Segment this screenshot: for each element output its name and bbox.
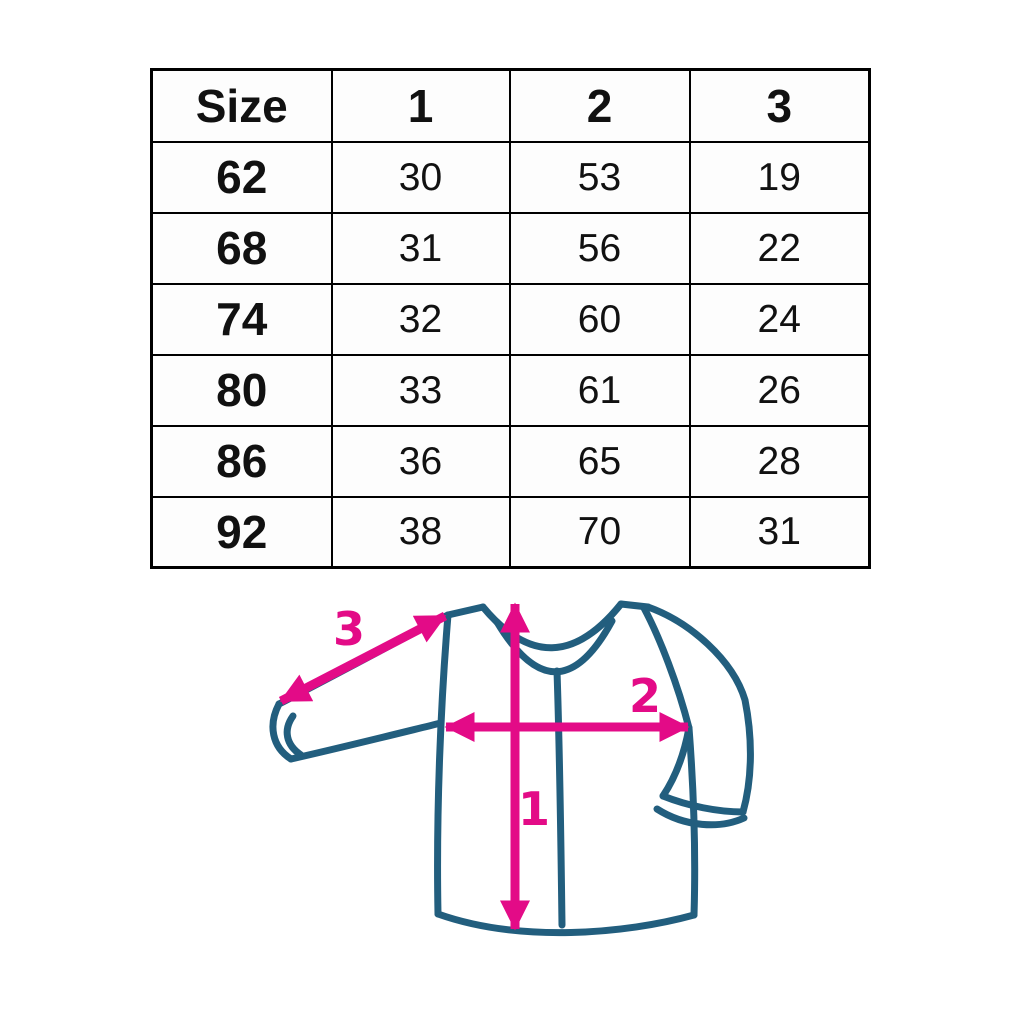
right-cuff-end-edge	[653, 805, 748, 829]
shirt-hem	[434, 910, 698, 937]
value-cell: 60	[508, 282, 691, 356]
sleeve-length-arrow-3	[278, 612, 448, 705]
size-cell: 86	[150, 424, 333, 498]
header-cell-3: 3	[688, 68, 871, 143]
value-cell: 31	[330, 211, 511, 285]
table-row: 80 33 61 26	[150, 353, 871, 427]
length-label: 1	[518, 782, 550, 836]
right-sleeve-outer-edge	[644, 603, 754, 816]
table-row: 92 38 70 31	[150, 495, 871, 569]
right-cuff-band-line	[659, 792, 747, 816]
table-row: 68 31 56 22	[150, 211, 871, 285]
value-cell: 26	[688, 353, 871, 427]
size-cell: 62	[150, 140, 333, 214]
left-sleeve-bottom-edge	[287, 719, 445, 763]
value-cell: 70	[508, 495, 691, 569]
shirt-left-body-edge	[434, 611, 452, 918]
size-cell: 92	[150, 495, 333, 569]
left-cuff-band-line	[283, 712, 305, 759]
value-cell: 24	[688, 282, 871, 356]
size-table-header-row: Size 1 2 3	[150, 68, 871, 143]
value-cell: 38	[330, 495, 511, 569]
value-cell: 28	[688, 424, 871, 498]
value-cell: 36	[330, 424, 511, 498]
value-cell: 33	[330, 353, 511, 427]
header-cell-size: Size	[150, 68, 333, 143]
shirt-right-shoulder	[617, 600, 652, 611]
right-sleeve-inner-edge	[659, 724, 693, 800]
measurement-arrows	[278, 602, 690, 931]
value-cell: 32	[330, 282, 511, 356]
value-cell: 65	[508, 424, 691, 498]
shirt-right-body-edge	[685, 724, 699, 919]
size-cell: 74	[150, 282, 333, 356]
value-cell: 30	[330, 140, 511, 214]
chest-width-label: 2	[629, 669, 661, 723]
header-cell-2: 2	[508, 68, 691, 143]
measurement-labels: 1 2 3	[333, 602, 661, 836]
value-cell: 31	[688, 495, 871, 569]
value-cell: 56	[508, 211, 691, 285]
value-cell: 61	[508, 353, 691, 427]
value-cell: 22	[688, 211, 871, 285]
table-row: 86 36 65 28	[150, 424, 871, 498]
sleeve-length-label: 3	[333, 602, 365, 656]
table-row: 62 30 53 19	[150, 140, 871, 214]
size-cell: 68	[150, 211, 333, 285]
value-cell: 53	[508, 140, 691, 214]
shirt-placket-line	[553, 667, 566, 929]
table-row: 74 32 60 24	[150, 282, 871, 356]
size-table: Size 1 2 3 62 30 53 19 68 31 56 22 74 32…	[150, 68, 871, 569]
size-cell: 80	[150, 353, 333, 427]
shirt-left-shoulder	[444, 603, 487, 619]
value-cell: 19	[688, 140, 871, 214]
left-sleeve-cuff-end	[269, 700, 295, 763]
header-cell-1: 1	[330, 68, 511, 143]
